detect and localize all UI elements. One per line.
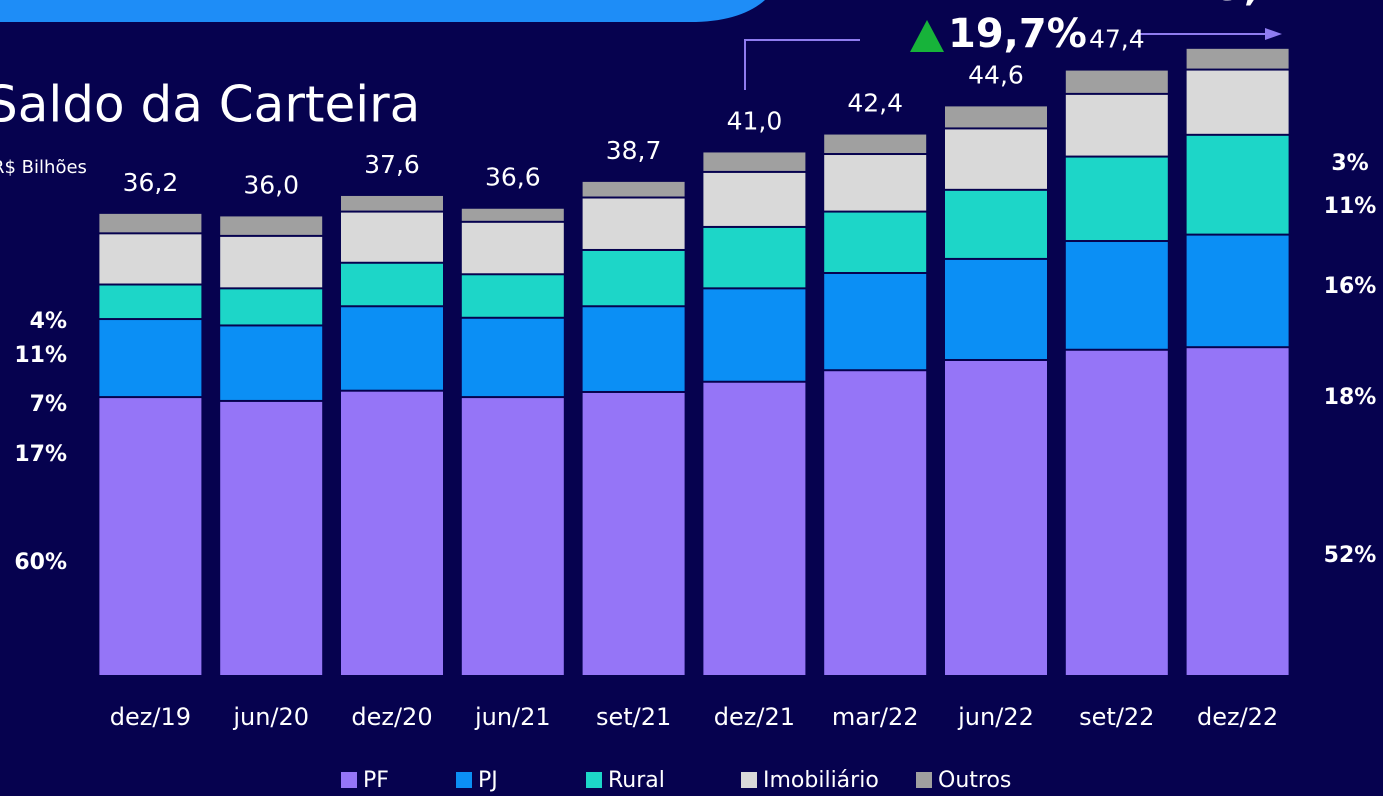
legend-label: PJ xyxy=(478,768,498,793)
share-label: 11% xyxy=(1324,194,1377,219)
legend-label: Imobiliário xyxy=(763,768,879,793)
share-label: 11% xyxy=(14,343,67,368)
share-label: 4% xyxy=(30,309,67,334)
bar-segment xyxy=(582,392,685,675)
share-label: 7% xyxy=(30,392,67,417)
bar-segment xyxy=(1186,70,1289,134)
x-tick-label: jun/22 xyxy=(957,703,1034,731)
bar-segment xyxy=(99,234,202,284)
bar-segment xyxy=(945,129,1047,189)
bar-segment xyxy=(945,360,1047,675)
x-tick-label: dez/22 xyxy=(1197,703,1278,731)
bar-segment xyxy=(341,195,443,211)
share-label: 60% xyxy=(14,550,67,575)
share-label: 17% xyxy=(14,442,67,467)
bar-segment xyxy=(99,213,202,233)
legend-label: PF xyxy=(363,768,389,793)
bar-segment xyxy=(703,152,806,171)
bar-segment xyxy=(220,236,323,288)
legend-swatch xyxy=(456,772,472,788)
bar-segment xyxy=(220,216,323,235)
x-tick-label: mar/22 xyxy=(832,703,919,731)
x-tick-label: set/21 xyxy=(596,703,671,731)
total-label: 47,4 xyxy=(1089,25,1145,54)
bar-segment xyxy=(461,275,564,317)
bar-segment xyxy=(824,212,927,272)
total-label: 36,2 xyxy=(123,168,179,197)
x-tick-label: dez/20 xyxy=(351,703,432,731)
bar-segment xyxy=(461,398,564,675)
bar-segment xyxy=(945,259,1047,359)
total-label: 36,6 xyxy=(485,163,541,192)
bar-segment xyxy=(1065,94,1168,156)
bar-segment xyxy=(220,401,323,675)
x-tick-label: jun/21 xyxy=(474,703,551,731)
bar-segment xyxy=(99,398,202,675)
chart-title: Saldo da Carteira xyxy=(0,76,420,134)
share-label: 16% xyxy=(1324,274,1377,299)
total-label: 38,7 xyxy=(606,136,662,165)
bar-segment xyxy=(461,318,564,397)
total-label: 49,1 xyxy=(1188,0,1287,10)
bar-segment xyxy=(945,106,1047,128)
growth-label: 19,7% xyxy=(948,11,1087,57)
bar-segment xyxy=(341,212,443,262)
bar-segment xyxy=(341,391,443,675)
bar-segment xyxy=(824,155,927,211)
bar-segment xyxy=(1065,157,1168,241)
bar-segment xyxy=(945,190,1047,258)
bar-segment xyxy=(1065,242,1168,349)
bar-segment xyxy=(582,198,685,249)
chart-subtitle: R$ Bilhões xyxy=(0,157,87,178)
total-label: 41,0 xyxy=(727,106,783,135)
bar-segment xyxy=(1065,70,1168,93)
x-tick-label: set/22 xyxy=(1079,703,1154,731)
x-tick-label: jun/20 xyxy=(232,703,309,731)
total-label: 44,6 xyxy=(968,60,1024,89)
bar-segment xyxy=(341,263,443,306)
legend-swatch xyxy=(741,772,757,788)
bar-segment xyxy=(99,285,202,319)
bar-segment xyxy=(824,371,927,675)
bar-segment xyxy=(1186,48,1289,69)
total-label: 37,6 xyxy=(364,150,420,179)
bar-segment xyxy=(703,227,806,288)
bar-segment xyxy=(824,273,927,370)
bar-segment xyxy=(824,134,927,154)
bar-segment xyxy=(582,250,685,306)
bar-segment xyxy=(220,326,323,400)
legend-label: Rural xyxy=(608,768,665,793)
share-label: 52% xyxy=(1324,543,1377,568)
bar-segment xyxy=(1186,135,1289,234)
legend-label: Outros xyxy=(938,768,1011,793)
legend-swatch xyxy=(341,772,357,788)
bar-segment xyxy=(582,181,685,197)
bar-segment xyxy=(461,222,564,274)
bar-segment xyxy=(1186,235,1289,347)
bar-segment xyxy=(220,289,323,325)
share-label: 18% xyxy=(1324,385,1377,410)
bar-segment xyxy=(461,208,564,221)
bar-segment xyxy=(703,382,806,675)
bar-segment xyxy=(703,289,806,381)
growth-line xyxy=(744,39,860,90)
x-tick-label: dez/21 xyxy=(714,703,795,731)
total-label: 36,0 xyxy=(243,170,299,199)
header-shape xyxy=(0,0,765,22)
bar-segment xyxy=(99,320,202,397)
bar-segment xyxy=(703,172,806,226)
total-label: 42,4 xyxy=(847,89,903,118)
growth-arrowhead xyxy=(1265,28,1282,40)
share-label: 3% xyxy=(1331,151,1368,176)
growth-triangle xyxy=(910,20,944,52)
bar-segment xyxy=(1186,348,1289,675)
x-tick-label: dez/19 xyxy=(110,703,191,731)
legend-swatch xyxy=(586,772,602,788)
bar-segment xyxy=(341,307,443,390)
bar-segment xyxy=(1065,350,1168,675)
legend-swatch xyxy=(916,772,932,788)
bar-segment xyxy=(582,307,685,391)
